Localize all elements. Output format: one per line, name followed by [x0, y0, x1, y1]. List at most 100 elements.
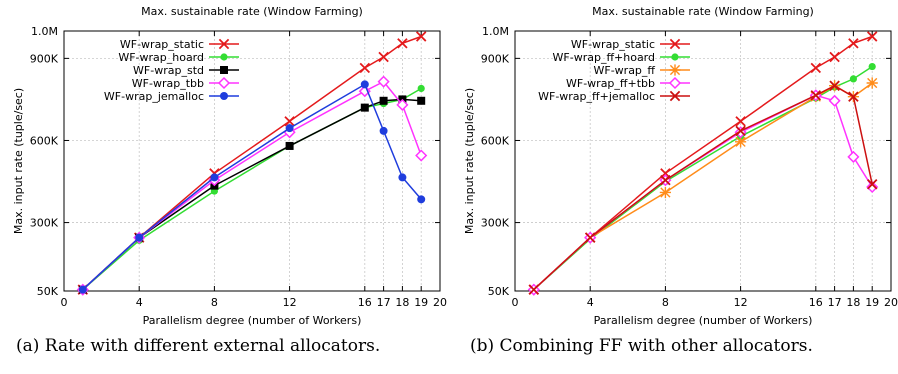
data-point [379, 96, 388, 105]
y-tick-label: 50K [37, 285, 59, 298]
data-point [396, 98, 409, 111]
data-point [848, 91, 859, 102]
y-tick-label: 1.0M [31, 25, 58, 38]
legend-label: WF-wrap_tbb [132, 77, 204, 90]
legend-marker [671, 53, 679, 61]
data-point [866, 179, 878, 190]
data-point [285, 141, 294, 150]
legend-marker [220, 92, 228, 100]
chart-title: Max. sustainable rate (Window Farming) [592, 5, 814, 18]
x-tick-label: 8 [662, 296, 669, 309]
series-WF-wrap_tbb [76, 75, 428, 296]
data-point [828, 94, 841, 107]
data-point [829, 80, 840, 91]
series-WF-wrap_ff+jemalloc [528, 80, 878, 295]
data-point [417, 96, 426, 105]
legend-marker [220, 53, 228, 61]
series-WF-wrap_hoard [79, 84, 425, 294]
x-tick-label: 0 [512, 296, 519, 309]
x-tick-label: 8 [211, 296, 218, 309]
y-tick-label: 600K [481, 134, 510, 147]
series-line [82, 98, 422, 291]
legend-label: WF-wrap_static [571, 38, 655, 51]
data-point [417, 84, 425, 93]
series-line [82, 83, 422, 291]
data-point [284, 116, 295, 127]
legend-label: WF-wrap_std [133, 64, 204, 77]
x-axis-label: Parallelism degree (number of Workers) [594, 314, 813, 327]
data-point [358, 85, 371, 98]
series-WF-wrap_static [528, 31, 878, 295]
legend-marker [669, 64, 681, 76]
series-line [533, 82, 873, 291]
legend-marker [217, 76, 231, 90]
data-point [735, 125, 746, 137]
data-point [660, 174, 671, 186]
data-point [379, 126, 388, 135]
legend-label: WF-wrap_static [120, 38, 204, 51]
data-point [398, 173, 407, 182]
legend-label: WF-wrap_hoard [118, 51, 204, 64]
data-point [848, 38, 859, 49]
data-point [359, 62, 371, 74]
y-tick-label: 300K [30, 217, 59, 230]
plot-frame [63, 30, 441, 292]
data-point [829, 51, 840, 63]
data-point [866, 31, 878, 42]
series-line [82, 87, 422, 291]
y-tick-label: 50K [488, 285, 510, 298]
data-point [360, 80, 369, 89]
caption-a: (a) Rate with different external allocat… [16, 336, 381, 356]
x-tick-label: 12 [734, 296, 748, 309]
data-point [415, 31, 427, 42]
data-point [377, 75, 390, 88]
data-point [360, 103, 369, 112]
data-point [866, 77, 878, 89]
x-tick-label: 0 [61, 296, 68, 309]
data-point [378, 51, 389, 63]
x-tick-label: 17 [828, 296, 842, 309]
legend-marker [668, 76, 682, 90]
chart-panel-b: 0 4 8 12 16 17 18 19 20 50K 300K 600K 900K 1.0M Max. s… [463, 5, 898, 327]
y-tick-label: 900K [30, 52, 59, 65]
data-point [528, 284, 540, 295]
y-tick-label: 300K [481, 217, 510, 230]
data-point [415, 149, 428, 162]
legend-label: WF-wrap_ff+tbb [566, 77, 655, 90]
data-point [735, 136, 747, 148]
data-point [285, 124, 294, 133]
series-WF-wrap_static [77, 31, 427, 295]
x-tick-label: 16 [809, 296, 823, 309]
chart-panel-a: 0 4 8 12 16 17 18 19 20 50K 300K 600K 900K 1.0M Max. s… [12, 5, 447, 327]
data-point [735, 116, 746, 127]
x-tick-label: 17 [377, 296, 391, 309]
legend-label: WF-wrap_ff+hoard [553, 51, 655, 64]
legend-marker [669, 38, 681, 50]
series-WF-wrap_std [78, 95, 426, 294]
y-tick-label: 600K [30, 134, 59, 147]
legend-label: WF-wrap_jemalloc [104, 90, 204, 103]
x-tick-label: 20 [884, 296, 898, 309]
data-point [810, 90, 822, 101]
series-WF-wrap_jemalloc [78, 80, 426, 294]
legend-marker [220, 66, 228, 74]
x-tick-label: 18 [395, 296, 409, 309]
data-point [847, 150, 860, 163]
data-point [417, 195, 426, 204]
y-tick-label: 900K [481, 52, 510, 65]
data-point [210, 173, 219, 182]
data-point [659, 186, 671, 199]
data-point [78, 285, 87, 294]
data-point [810, 62, 822, 74]
x-tick-label: 4 [136, 296, 143, 309]
data-point [849, 75, 858, 83]
series-line [82, 80, 422, 291]
chart-title: Max. sustainable rate (Window Farming) [141, 5, 363, 18]
y-axis-label: Max. input rate (tuple/sec) [12, 88, 25, 234]
data-point [866, 180, 879, 194]
x-tick-label: 19 [414, 296, 428, 309]
legend: WF-wrap_staticWF-wrap_hoardWF-wrap_stdWF… [104, 38, 239, 103]
data-point [734, 126, 747, 139]
series-WF-wrap_ff+tbb [527, 89, 879, 296]
